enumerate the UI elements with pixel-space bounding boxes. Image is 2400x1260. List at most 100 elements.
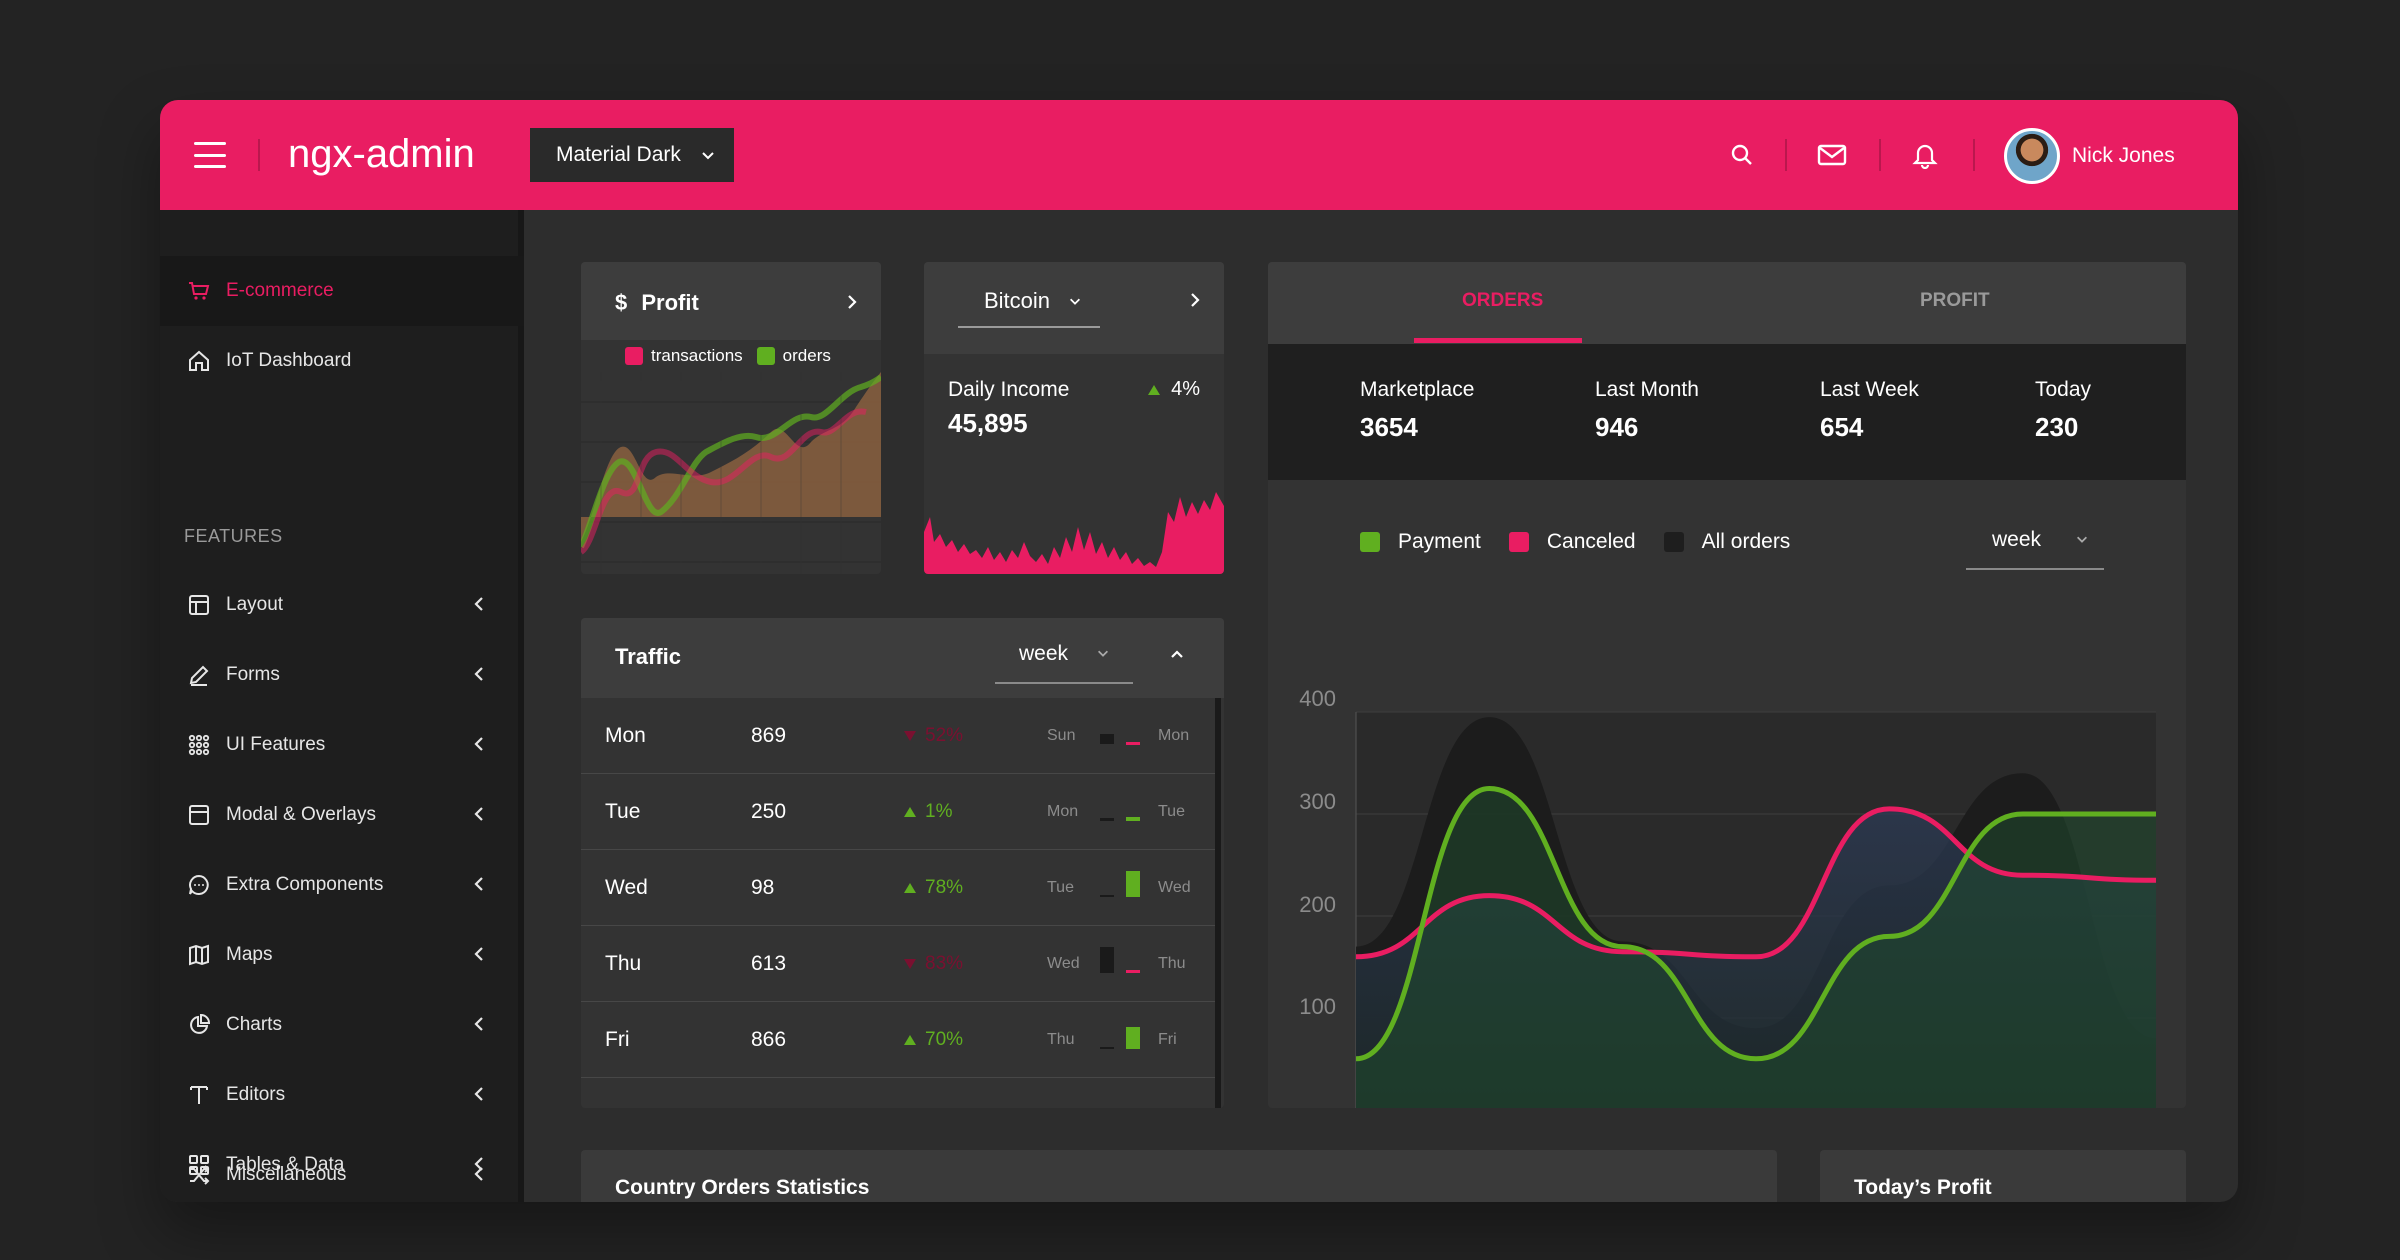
sidebar-item-ecommerce[interactable]: E-commerce	[160, 256, 524, 326]
traffic-curr-bar	[1126, 1027, 1140, 1049]
chevron-down-icon	[1070, 298, 1081, 305]
sidebar-item-tables-data[interactable]: Tables & Data	[160, 1130, 524, 1200]
header: ngx-admin Material Dark Nick Jones	[160, 100, 2238, 210]
y-tick-label: 300	[1299, 789, 1336, 814]
chevron-left-icon	[474, 807, 483, 821]
traffic-row[interactable]: Mon 869 52% Sun Mon	[581, 698, 1215, 774]
chevron-left-icon	[474, 1157, 483, 1171]
menu-toggle-icon[interactable]	[194, 142, 226, 168]
triangle-up-icon	[904, 806, 916, 817]
traffic-day: Mon	[605, 723, 646, 747]
search-icon[interactable]	[1725, 138, 1759, 172]
traffic-card-header	[581, 618, 1224, 698]
user-menu[interactable]: Nick Jones	[2004, 128, 2175, 184]
y-tick-label: 400	[1299, 686, 1336, 711]
traffic-pct: 83%	[903, 953, 963, 975]
profit-chart	[581, 372, 881, 574]
stat-value: 3654	[1360, 412, 1418, 442]
layout-icon	[186, 592, 212, 618]
traffic-prev-day: Thu	[1047, 1030, 1075, 1048]
traffic-curr-day: Wed	[1158, 878, 1191, 896]
country-orders-card: Country Orders Statistics	[581, 1150, 1777, 1202]
stat-value: 230	[2035, 412, 2079, 442]
traffic-curr-bar	[1126, 817, 1140, 821]
bitcoin-card-header	[924, 262, 1224, 354]
traffic-prev-day: Wed	[1047, 954, 1080, 972]
profit-card-title[interactable]: $ Profit	[615, 290, 699, 316]
sidebar-item-forms[interactable]: Forms	[160, 640, 524, 710]
sidebar-item-label: Charts	[226, 1014, 282, 1035]
theme-select[interactable]: Material Dark	[530, 128, 734, 182]
sidebar-item-miscellaneous[interactable]: Miscellaneous	[160, 1140, 524, 1202]
legend-label-all-orders: All orders	[1701, 530, 1791, 553]
stat-last-month: Last Month 946	[1595, 378, 1699, 443]
chevron-left-icon	[474, 1087, 483, 1101]
stat-marketplace: Marketplace 3654	[1360, 378, 1474, 443]
stat-last-week: Last Week 654	[1820, 378, 1919, 443]
sidebar-item-label: Modal & Overlays	[226, 804, 376, 825]
sidebar-item-iot-dashboard[interactable]: IoT Dashboard	[160, 326, 524, 396]
orders-period-underline	[1966, 568, 2104, 570]
grid-icon	[186, 1152, 212, 1178]
chevron-down-icon	[1097, 650, 1108, 657]
sidebar-item-label: IoT Dashboard	[226, 350, 352, 371]
shopping-cart-icon	[186, 278, 212, 304]
active-tab-indicator	[1414, 338, 1582, 343]
traffic-curr-day: Fri	[1158, 1030, 1177, 1048]
legend-label-canceled: Canceled	[1546, 530, 1636, 553]
sidebar-item-charts[interactable]: Charts	[160, 990, 524, 1060]
user-name: Nick Jones	[2072, 144, 2175, 167]
traffic-row[interactable]: Wed 98 78% Tue Wed	[581, 850, 1215, 926]
sidebar-item-label: E-commerce	[226, 280, 334, 301]
traffic-curr-day: Mon	[1158, 726, 1190, 744]
traffic-row[interactable]: Tue 250 1% Mon Tue	[581, 774, 1215, 850]
mail-icon[interactable]	[1815, 138, 1849, 172]
sidebar-item-extra-components[interactable]: Extra Components	[160, 850, 524, 920]
chevron-right-icon[interactable]	[1188, 290, 1202, 310]
sidebar-item-label: Extra Components	[226, 874, 384, 895]
legend-swatch-all-orders	[1663, 532, 1684, 552]
currency-select[interactable]: Bitcoin	[984, 288, 1082, 314]
traffic-scrollbar[interactable]	[1215, 698, 1221, 1108]
tab-profit[interactable]: PROFIT	[1920, 290, 1990, 311]
traffic-prev-bar	[1100, 1047, 1114, 1049]
triangle-down-icon	[904, 730, 916, 741]
sidebar-item-maps[interactable]: Maps	[160, 920, 524, 990]
profit-title-text: Profit	[641, 290, 699, 315]
tab-orders[interactable]: ORDERS	[1462, 290, 1544, 311]
traffic-day: Tue	[605, 799, 641, 823]
bell-icon[interactable]	[1908, 138, 1942, 172]
traffic-pct: 52%	[903, 725, 963, 747]
sidebar-item-editors[interactable]: Editors	[160, 1060, 524, 1130]
stat-label: Marketplace	[1360, 378, 1475, 401]
edit-icon	[186, 662, 212, 688]
sidebar-item-ui-features[interactable]: UI Features	[160, 710, 524, 780]
sidebar: E-commerce IoT Dashboard FEATURES Layout…	[160, 210, 524, 1202]
traffic-period-select[interactable]: week	[995, 642, 1133, 684]
sidebar-item-label: Tables & Data	[226, 1154, 345, 1175]
orders-summary: Marketplace 3654 Last Month 946 Last Wee…	[1268, 344, 2186, 480]
traffic-row[interactable]: Thu 613 83% Wed Thu	[581, 926, 1215, 1002]
stat-label: Last Week	[1820, 378, 1919, 401]
app-logo[interactable]: ngx-admin	[288, 132, 475, 176]
traffic-row[interactable]: Fri 866 70% Thu Fri	[581, 1002, 1215, 1078]
legend-label-transactions: transactions	[651, 346, 743, 365]
text-icon	[186, 1082, 212, 1108]
traffic-day: Fri	[605, 1027, 630, 1051]
triangle-down-icon	[904, 958, 916, 969]
orders-period-select[interactable]: week	[1966, 528, 2104, 570]
sidebar-item-label: Miscellaneous	[226, 1164, 347, 1185]
traffic-pct-value: 78%	[925, 876, 964, 898]
sidebar-item-layout[interactable]: Layout	[160, 570, 524, 640]
chevron-right-icon[interactable]	[845, 292, 859, 312]
traffic-pct-value: 52%	[925, 724, 964, 746]
income-delta-value: 4%	[1171, 378, 1200, 400]
legend-label-payment: Payment	[1398, 530, 1481, 553]
sidebar-item-modal-overlays[interactable]: Modal & Overlays	[160, 780, 524, 850]
traffic-pct: 70%	[903, 1029, 963, 1051]
orders-chart: MonTueWedThuFriSatSun0	[1355, 711, 2157, 1108]
traffic-pct-value: 1%	[925, 800, 953, 822]
traffic-value: 869	[751, 723, 787, 747]
stat-label: Last Month	[1595, 378, 1699, 401]
chevron-up-icon[interactable]	[1169, 646, 1185, 662]
